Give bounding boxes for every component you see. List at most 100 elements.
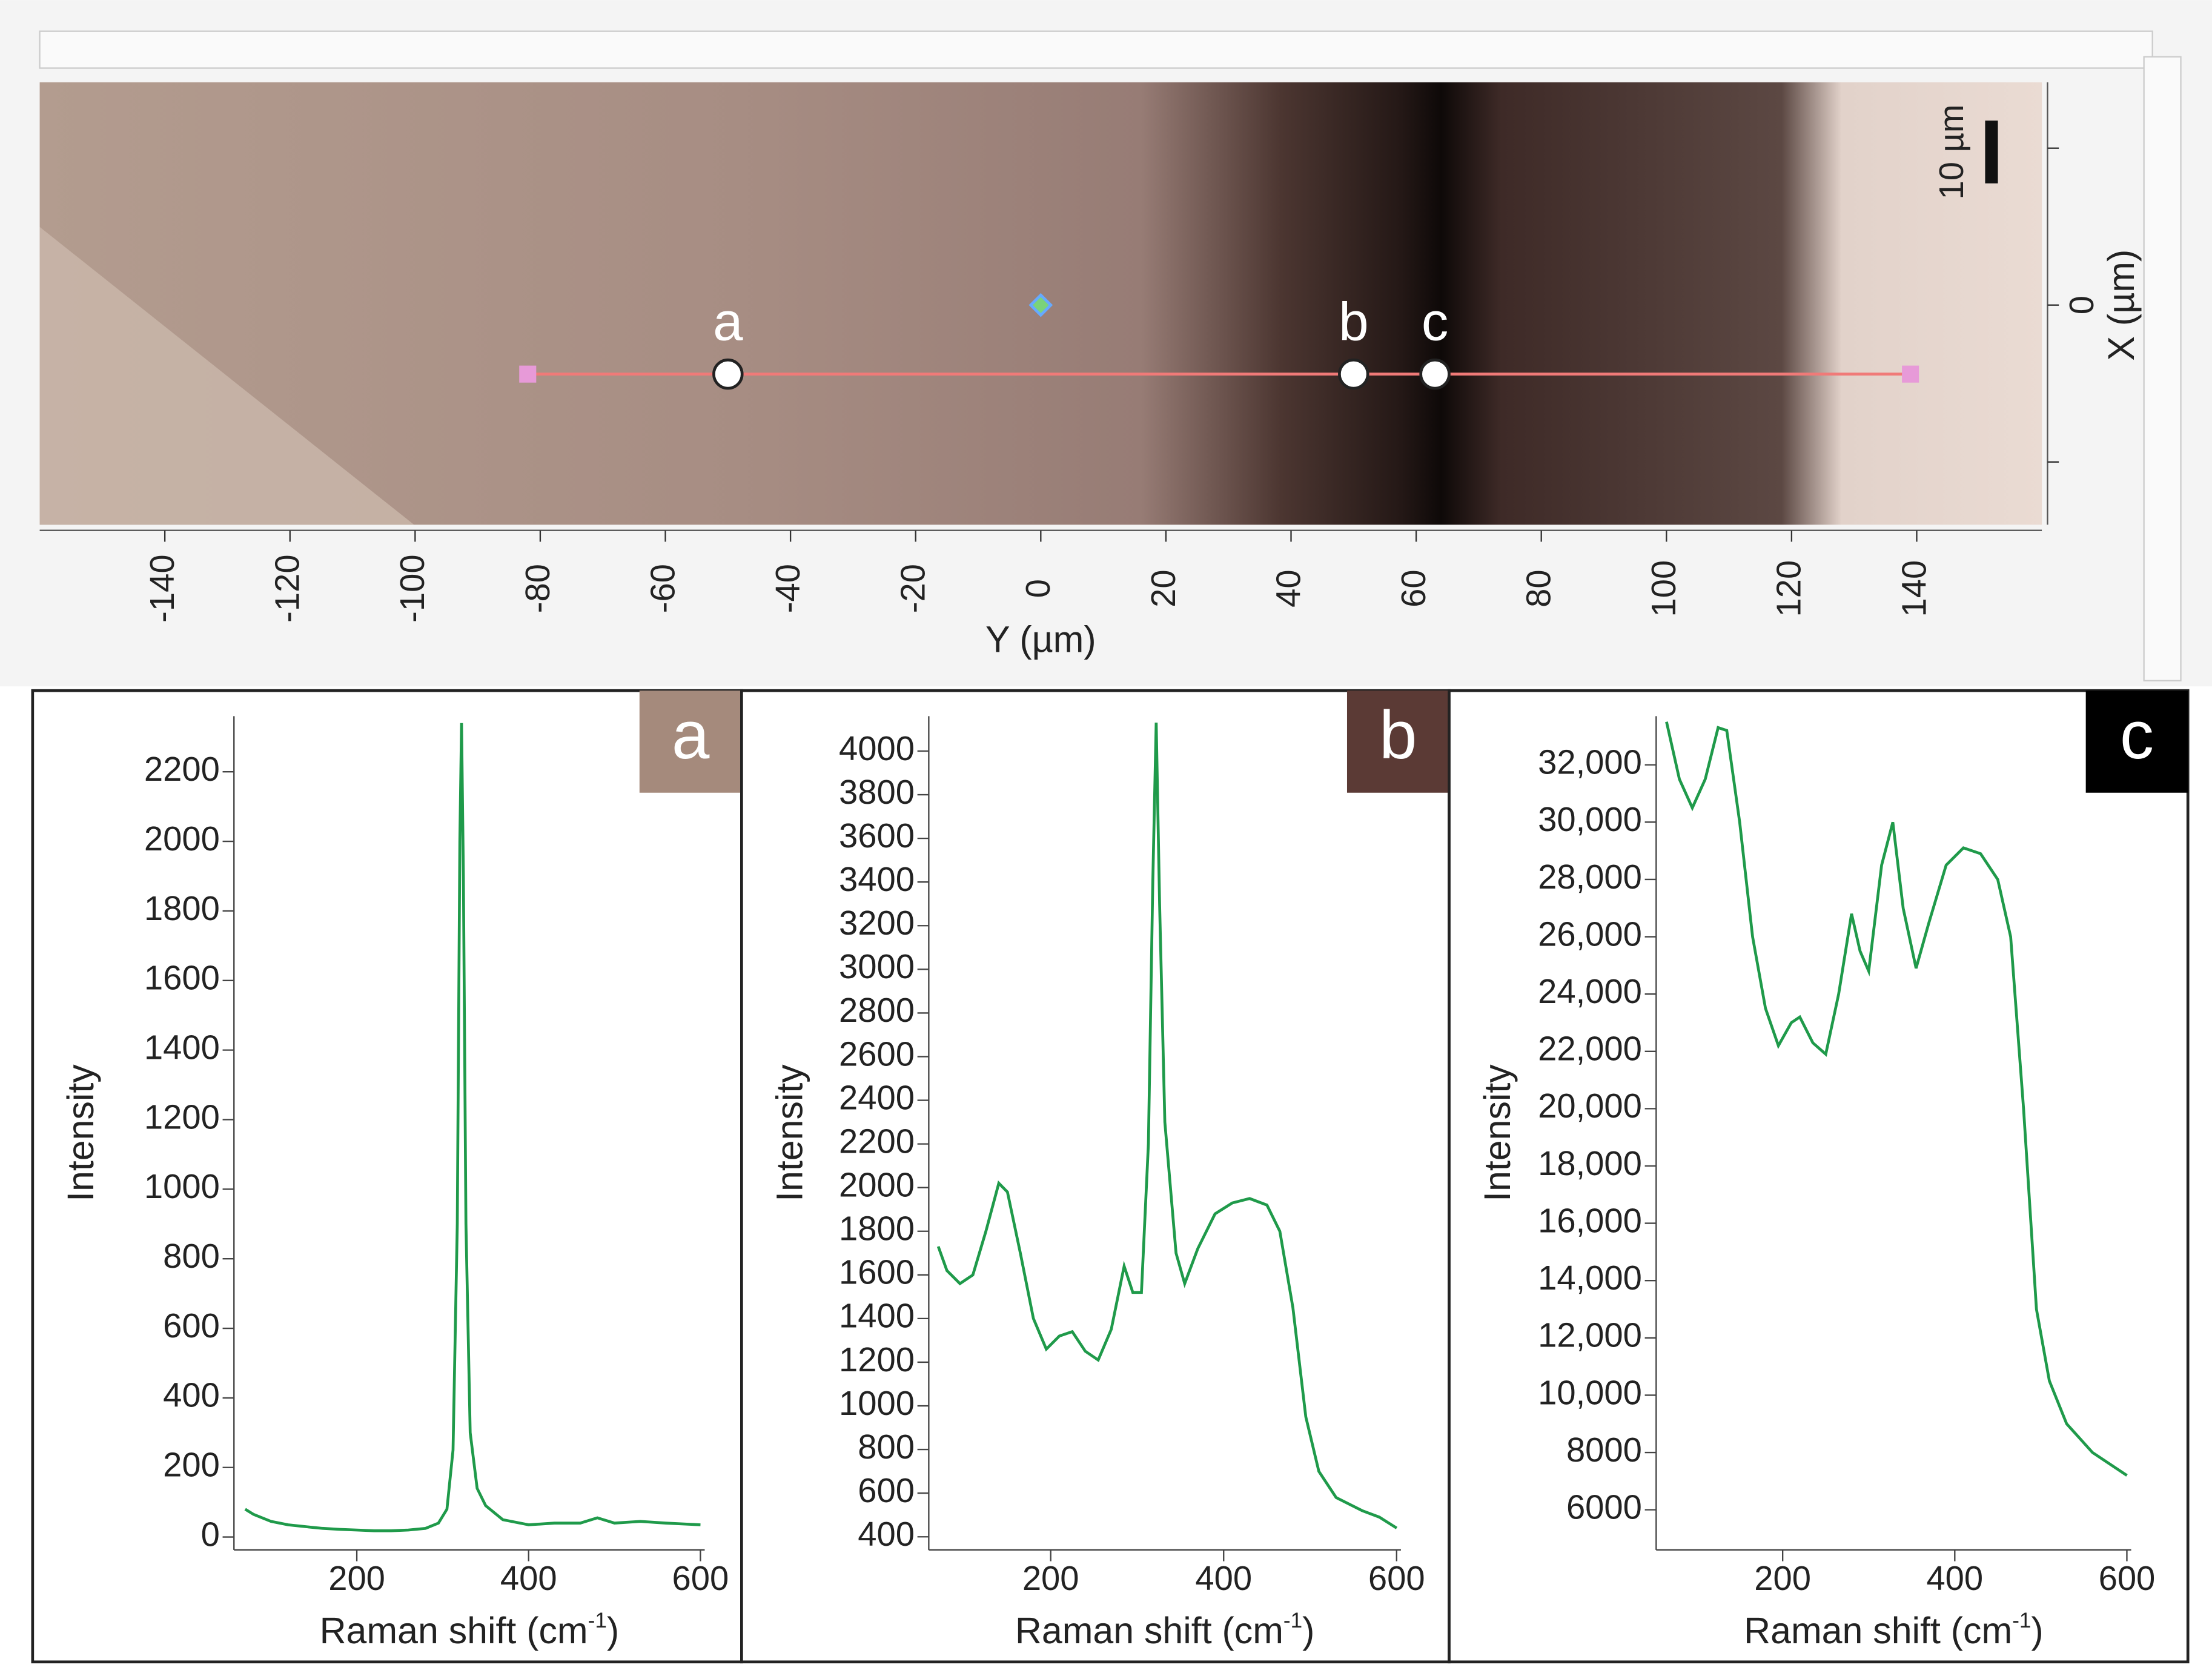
y-tick-label: 28,000 xyxy=(1538,858,1642,896)
spectrum-line xyxy=(1665,721,2128,1477)
y-tick-label: 3400 xyxy=(839,860,915,898)
panel-frame xyxy=(740,689,1451,1664)
x-tick-label: -120 xyxy=(268,554,306,622)
panel-label: a xyxy=(672,697,710,773)
y-tick-label: 1200 xyxy=(144,1098,220,1136)
y-tick-label: 600 xyxy=(858,1471,915,1509)
x-tick-label: 0 xyxy=(1019,579,1057,598)
x-axis-label-part: Raman shift (cm xyxy=(320,1610,588,1651)
y-tick-label: 400 xyxy=(163,1376,220,1414)
x-tick-label: -40 xyxy=(769,564,807,613)
point-label: a xyxy=(713,291,743,352)
y-tick-label: 1000 xyxy=(144,1167,220,1205)
panel-label-box xyxy=(1346,690,1449,793)
y-tick-label: 1000 xyxy=(839,1384,915,1422)
y-tick-label: 2000 xyxy=(144,820,220,858)
x-tick-label: -140 xyxy=(143,554,181,622)
y-tick-label: 16,000 xyxy=(1538,1201,1642,1239)
y-tick-label: 3000 xyxy=(839,947,915,985)
y-axis-label: Intensity xyxy=(60,1064,101,1202)
scale-bar-label: 10 µm xyxy=(1932,104,1970,199)
x-axis-label-part: ) xyxy=(607,1610,619,1651)
panel-frame xyxy=(1448,689,2190,1664)
y-tick-label: 1400 xyxy=(839,1297,915,1335)
x-axis-label: Raman shift (cm-1) xyxy=(320,1609,620,1651)
x-tick-label: -100 xyxy=(393,554,431,622)
x-tick-label: -80 xyxy=(518,564,557,613)
y-tick-label: 10,000 xyxy=(1538,1373,1642,1411)
scrollbar[interactable] xyxy=(39,30,2153,69)
y-tick-label: 18,000 xyxy=(1538,1144,1642,1182)
y-tick-label: 30,000 xyxy=(1538,800,1642,838)
panel-label-box xyxy=(639,690,742,793)
y-tick-label: 200 xyxy=(163,1446,220,1484)
panel-label-box xyxy=(2085,690,2188,793)
x-tick-label: 600 xyxy=(1368,1559,1425,1597)
x-tick-label: 400 xyxy=(1195,1559,1252,1597)
y-tick-label: 400 xyxy=(858,1515,915,1553)
y-tick-label: 800 xyxy=(163,1237,220,1275)
y-axis-label: X (µm) xyxy=(2101,250,2142,361)
x-tick-label: 80 xyxy=(1520,569,1558,607)
x-axis-label-part: -1 xyxy=(1283,1609,1302,1632)
y-axis-label: Intensity xyxy=(769,1064,810,1202)
y-tick-label: 800 xyxy=(858,1428,915,1466)
x-tick-label: 140 xyxy=(1895,560,1933,617)
x-tick-label: 400 xyxy=(1926,1559,1983,1597)
panel-frame xyxy=(31,689,743,1664)
x-tick-label: -20 xyxy=(894,564,932,613)
y-tick-label: 2400 xyxy=(839,1078,915,1116)
y-tick-label: 2800 xyxy=(839,991,915,1029)
x-tick-label: 120 xyxy=(1770,560,1808,617)
y-tick-label: 32,000 xyxy=(1538,743,1642,781)
y-tick-label: 1800 xyxy=(839,1210,915,1248)
x-axis-label-part: Raman shift (cm xyxy=(1744,1610,2012,1651)
x-tick-label: 20 xyxy=(1144,569,1182,607)
y-tick-label: 600 xyxy=(163,1306,220,1345)
point xyxy=(712,358,744,390)
y-tick-label: 3600 xyxy=(839,816,915,855)
x-tick-label: 60 xyxy=(1394,569,1432,607)
y-tick-label: 8000 xyxy=(1566,1431,1642,1469)
y-tick-label: 1600 xyxy=(839,1253,915,1291)
x-axis-label: Y (µm) xyxy=(985,619,1096,660)
x-tick-label: 200 xyxy=(1754,1559,1811,1597)
y-tick-label: 24,000 xyxy=(1538,972,1642,1010)
x-axis-label-part: ) xyxy=(2031,1610,2043,1651)
spectrum-line xyxy=(244,723,701,1532)
y-tick-label: 14,000 xyxy=(1538,1259,1642,1297)
y-tick-label: 1800 xyxy=(144,889,220,927)
y-tick-label: 26,000 xyxy=(1538,915,1642,953)
x-tick-label: 400 xyxy=(500,1559,557,1597)
spectrum-line xyxy=(936,723,1398,1529)
y-axis-label: Intensity xyxy=(1477,1064,1518,1202)
y-tick-label: 22,000 xyxy=(1538,1030,1642,1068)
y-tick-label: 1600 xyxy=(144,959,220,997)
x-axis-label-part: -1 xyxy=(588,1609,607,1632)
y-tick-label: 2600 xyxy=(839,1035,915,1073)
x-axis-label: Raman shift (cm-1) xyxy=(1015,1609,1315,1651)
x-tick-label: 600 xyxy=(672,1559,729,1597)
line-endpoint xyxy=(1902,365,1919,383)
y-tick-label: 20,000 xyxy=(1538,1087,1642,1125)
line-endpoint xyxy=(519,365,537,383)
y-tick-label: 0 xyxy=(201,1515,220,1553)
scrollbar-vertical[interactable] xyxy=(2143,56,2182,681)
point-label: b xyxy=(1339,291,1368,352)
y-tick-label: 6000 xyxy=(1566,1488,1642,1526)
x-tick-label: 40 xyxy=(1269,569,1307,607)
point-label: c xyxy=(1422,291,1448,352)
y-tick-label: 3200 xyxy=(839,904,915,942)
x-axis-label-part: -1 xyxy=(2012,1609,2031,1632)
point xyxy=(1419,358,1451,390)
x-tick-label: 100 xyxy=(1644,560,1683,617)
y-tick-label: 0 xyxy=(2062,296,2101,314)
spectra: 200 400 6000200400600800100012001400160018… xyxy=(31,689,2190,1664)
x-axis-label-part: Raman shift (cm xyxy=(1015,1610,1283,1651)
x-tick-label: 600 xyxy=(2099,1559,2156,1597)
y-tick-label: 1400 xyxy=(144,1028,220,1066)
y-tick-label: 2200 xyxy=(839,1122,915,1160)
panel-label: b xyxy=(1379,697,1417,773)
